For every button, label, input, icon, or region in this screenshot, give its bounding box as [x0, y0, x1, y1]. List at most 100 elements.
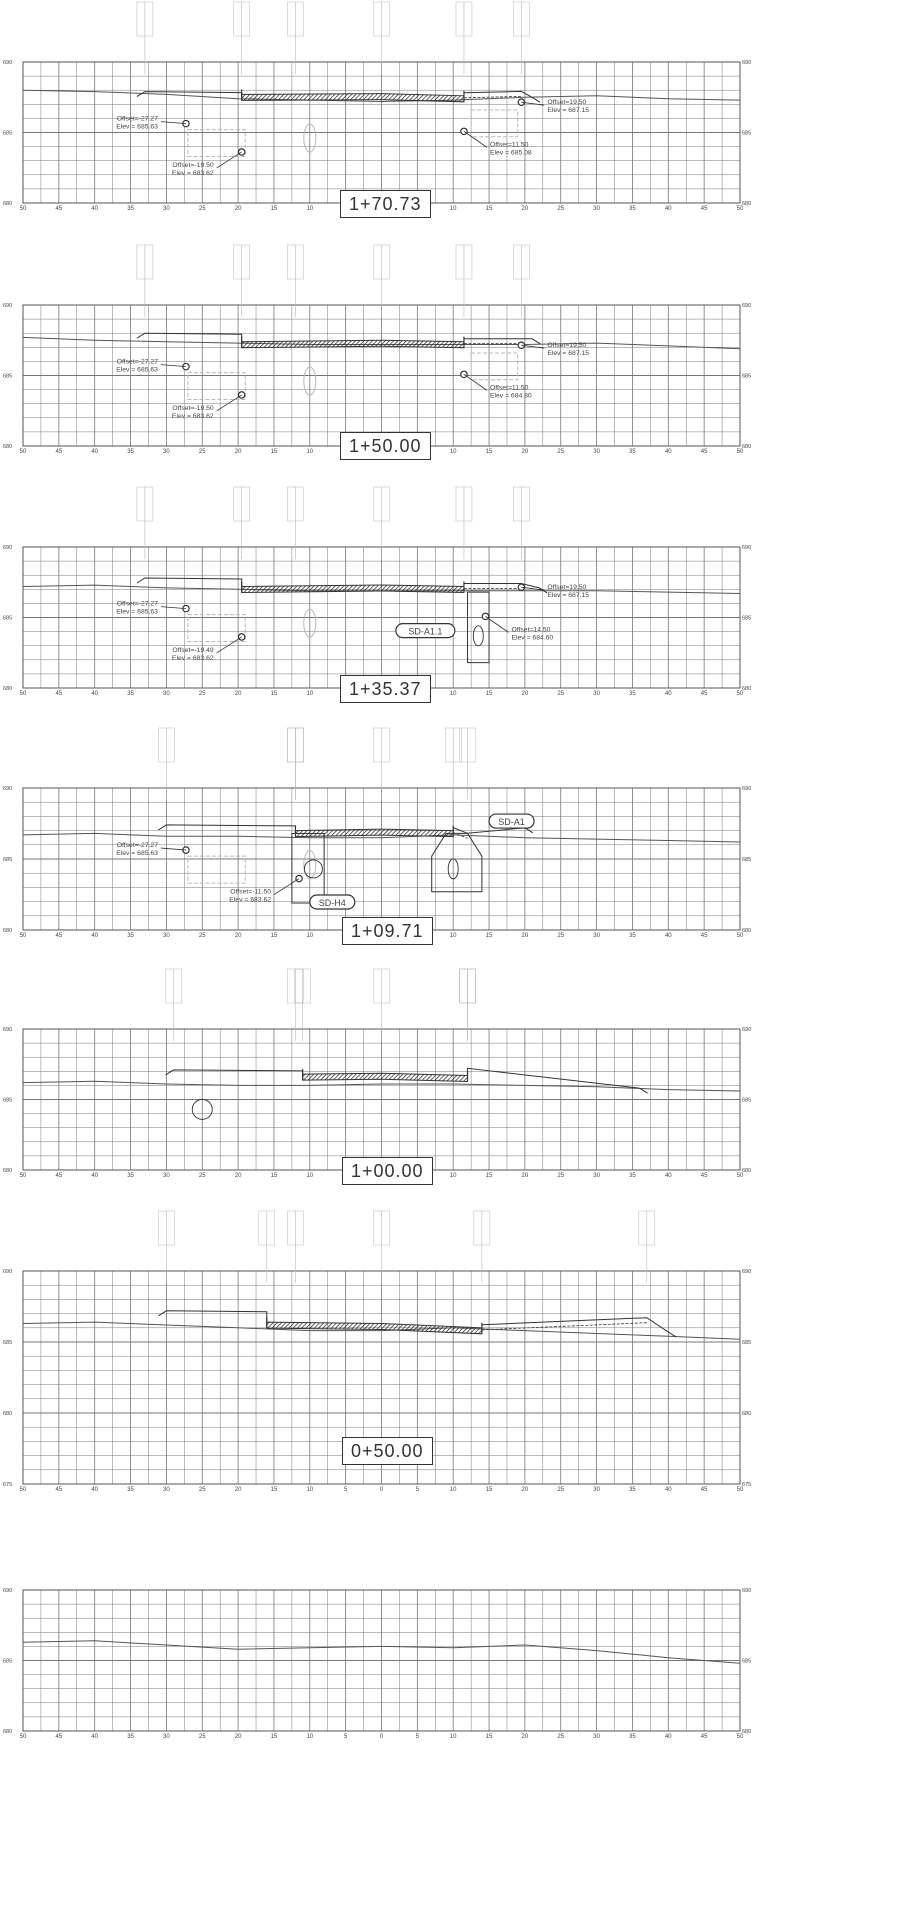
- annotation-text-block: [459, 968, 476, 1004]
- x-tick-label: 35: [629, 1487, 636, 1493]
- x-tick-label: 10: [306, 449, 313, 455]
- x-tick-label: 15: [486, 1173, 493, 1179]
- x-tick-label: 25: [557, 691, 564, 697]
- callout-elev-l1: Elev = 685.63: [116, 609, 158, 616]
- x-tick-label: 10: [306, 1173, 313, 1179]
- callout-leader-l1: [160, 847, 187, 851]
- callout-leader-r1: [521, 586, 545, 591]
- utility-block-right-0: [470, 109, 519, 138]
- x-tick-label: 20: [522, 1487, 529, 1493]
- cross-section-6: 50 45 40 35 30 25 20 15 10 5 0 5 10 15 20 25 30 35 40 45 506…: [3, 1588, 751, 1740]
- callout-marker-r2: [481, 612, 490, 621]
- right-sidewalk-1: [464, 338, 541, 345]
- x-tick-label: 20: [522, 206, 529, 212]
- x-tick-label: 30: [593, 1173, 600, 1179]
- callout-elev-l2: Elev = 683.62: [172, 170, 214, 177]
- x-tick-label: 40: [665, 449, 672, 455]
- x-tick-label: 30: [593, 1734, 600, 1740]
- pipe-label-SD-A1.1: SD-A1.1: [408, 627, 442, 637]
- x-tick-label: 20: [522, 1173, 529, 1179]
- callout-elev-l2: Elev = 683.62: [172, 413, 214, 420]
- pavement-section-5: [266, 1321, 483, 1335]
- x-tick-label: 10: [450, 933, 457, 939]
- x-tick-label: 45: [56, 1734, 63, 1740]
- y-tick-label-left: 685: [3, 616, 12, 622]
- x-tick-label: 30: [593, 206, 600, 212]
- inlet-pipe-2: [472, 625, 484, 647]
- station-label-5: 0+50.00: [342, 1437, 433, 1465]
- utility-block-left-0: [187, 129, 246, 157]
- y-tick-label-left: 685: [3, 131, 12, 137]
- callout-leader-l1: [160, 364, 187, 368]
- y-tick-label-left: 680: [3, 1411, 12, 1417]
- grid-4: [22, 1028, 741, 1171]
- x-tick-label: 45: [701, 1173, 708, 1179]
- utility-block-left-1: [187, 372, 246, 400]
- y-tick-label-left: 690: [3, 60, 12, 66]
- x-tick-label: 20: [522, 933, 529, 939]
- callout-leader-l2: [216, 636, 242, 654]
- x-tick-label: 35: [629, 691, 636, 697]
- annotation-text-block: [258, 1210, 276, 1246]
- annotation-text-block: [287, 1210, 304, 1246]
- x-tick-label: 25: [557, 1173, 564, 1179]
- callout-offset-l2: Offset=-19.49: [172, 647, 213, 654]
- x-tick-label: 30: [593, 1487, 600, 1493]
- y-tick-label-left: 690: [3, 1027, 12, 1033]
- x-tick-label: 15: [486, 206, 493, 212]
- x-tick-label: 15: [486, 1487, 493, 1493]
- x-tick-label: 40: [91, 1487, 98, 1493]
- y-tick-label-right: 690: [742, 1588, 751, 1594]
- station-label-4: 1+00.00: [342, 1157, 433, 1185]
- x-tick-label: 40: [665, 1734, 672, 1740]
- y-tick-label-left: 680: [3, 201, 12, 207]
- pipe-label-SD-H4: SD-H4: [319, 898, 346, 908]
- callout-elev-r2: Elev = 684.80: [490, 392, 532, 399]
- y-tick-label-right: 690: [742, 303, 751, 309]
- y-tick-label-right: 685: [742, 1340, 751, 1346]
- station-label-3: 1+09.71: [342, 917, 433, 945]
- x-tick-label: 20: [235, 1173, 242, 1179]
- annotation-text-block: [459, 727, 476, 763]
- existing-ground-line-6: [22, 1640, 741, 1664]
- station-label-1: 1+50.00: [340, 432, 431, 460]
- x-tick-label: 45: [701, 933, 708, 939]
- pavement-section-3: [295, 828, 454, 838]
- x-tick-label: 10: [306, 691, 313, 697]
- right-sidewalk-5: [481, 1317, 677, 1338]
- x-tick-label: 30: [163, 1173, 170, 1179]
- x-tick-label: 45: [56, 449, 63, 455]
- callout-elev-r2: Elev = 685.08: [490, 149, 532, 156]
- annotation-text-block: [136, 1, 154, 37]
- annotation-text-block: [165, 968, 182, 1004]
- callout-offset-l1: Offset=-27.27: [117, 359, 158, 366]
- callout-offset-r2: Offset=11.50: [490, 141, 529, 148]
- grid-1: [22, 304, 741, 447]
- annotation-text-block: [158, 727, 175, 763]
- x-tick-label: 30: [163, 1487, 170, 1493]
- x-tick-label: 25: [557, 933, 564, 939]
- annotation-text-block: [136, 244, 154, 280]
- x-tick-label: 30: [163, 206, 170, 212]
- x-tick-label: 30: [163, 691, 170, 697]
- callout-marker-r2: [460, 370, 468, 379]
- x-tick-label: 30: [163, 449, 170, 455]
- existing-ground-line-4: [22, 1080, 741, 1092]
- x-tick-label: 50: [20, 691, 27, 697]
- plot-frame-6: [22, 1589, 741, 1732]
- x-tick-label: 40: [91, 1734, 98, 1740]
- left-sidewalk-1: [136, 332, 243, 348]
- x-tick-label: 40: [665, 206, 672, 212]
- x-tick-label: 25: [199, 933, 206, 939]
- x-tick-label: 30: [163, 933, 170, 939]
- x-tick-label: 20: [235, 691, 242, 697]
- annotation-text-block: [233, 486, 250, 522]
- x-tick-label: 45: [56, 691, 63, 697]
- x-tick-label: 10: [306, 933, 313, 939]
- callout-leader-r2: [463, 131, 488, 148]
- x-tick-label: 40: [665, 1487, 672, 1493]
- inlet-pipe-h-3: [303, 859, 323, 879]
- callout-elev-l1: Elev = 685.63: [116, 367, 158, 374]
- x-tick-label: 5: [344, 1487, 348, 1493]
- x-tick-label: 35: [629, 206, 636, 212]
